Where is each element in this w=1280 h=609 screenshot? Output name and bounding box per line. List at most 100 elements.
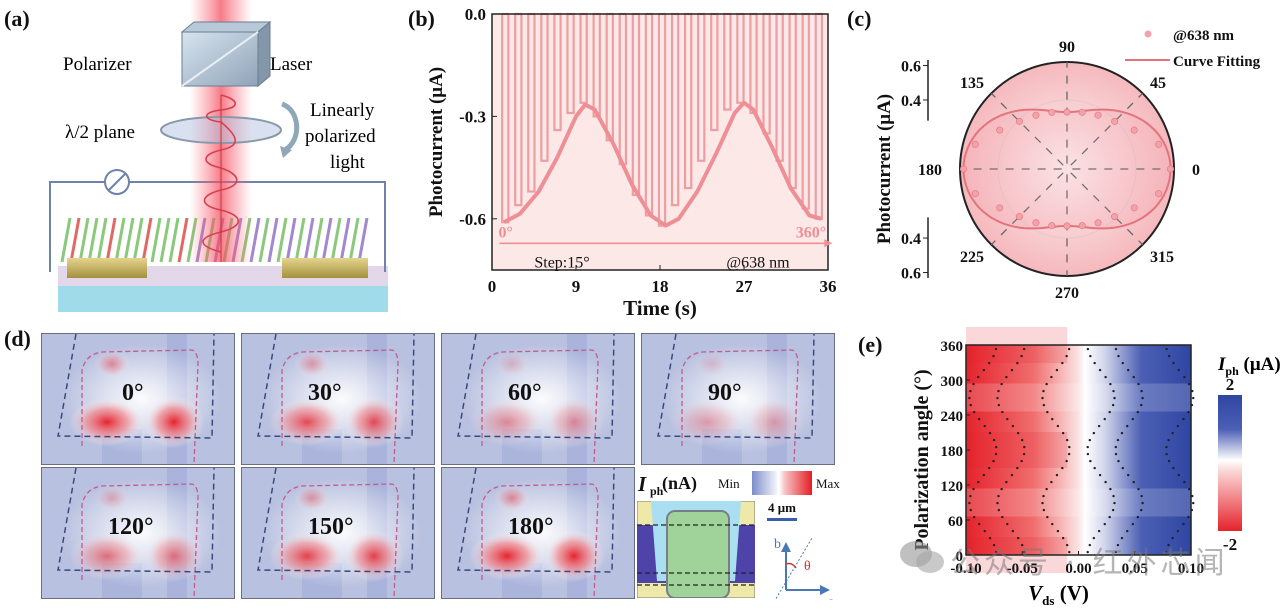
contour-dot <box>1097 529 1101 533</box>
contour-dot <box>1022 347 1026 351</box>
label-half-wave: λ/2 plane <box>65 122 135 143</box>
map-angle-label: 120° <box>108 514 154 540</box>
photocurrent-map: 30° <box>241 333 435 465</box>
contour-dot <box>1116 543 1120 547</box>
contour-dot <box>1126 368 1130 372</box>
contour-dot <box>1041 501 1044 505</box>
panel-a-label: (a) <box>4 6 30 31</box>
device-optical-image <box>637 501 755 598</box>
contour-dot <box>1131 417 1135 421</box>
contour-dot <box>1056 424 1060 428</box>
photocurrent-map-image <box>242 334 434 464</box>
contour-dot <box>1020 543 1024 547</box>
data-point <box>1094 219 1102 227</box>
contour-dot <box>969 389 972 393</box>
contour-dot <box>1126 424 1129 428</box>
contour-dot <box>1020 459 1023 463</box>
contour-dot <box>1117 354 1120 358</box>
contour-dot <box>1006 522 1009 526</box>
panel-b-label: (b) <box>408 6 435 31</box>
contour-dot <box>1065 438 1069 442</box>
contour-dot <box>1042 403 1046 407</box>
end-angle-label: 360° <box>796 224 826 241</box>
contour-dot <box>1113 501 1116 505</box>
data-point <box>1063 222 1071 230</box>
data-point <box>1130 126 1138 134</box>
contour-dot <box>1176 529 1180 533</box>
y-tick-label: 240 <box>941 409 964 425</box>
label-laser: Laser <box>270 54 313 75</box>
contour-dot <box>1114 452 1118 456</box>
y-tick-label: 300 <box>941 374 964 390</box>
contour-dot <box>1010 473 1014 477</box>
photocurrent-map: 180° <box>441 467 635 599</box>
panel-d-label: (d) <box>4 326 31 351</box>
radial-tick-label: 0.4 <box>901 93 921 110</box>
contour-dot <box>1117 459 1120 463</box>
x-tick-label: 27 <box>736 277 754 296</box>
y-tick-label: 120 <box>941 479 964 495</box>
lattice-chain <box>177 217 189 263</box>
envelope-fit-line <box>503 100 823 228</box>
contour-dot <box>988 431 992 435</box>
map-angle-label: 60° <box>508 380 542 406</box>
y-axis-label: Polarization angle (°) <box>911 369 933 550</box>
contour-dot <box>1001 515 1004 519</box>
svg-text:b: b <box>774 537 781 552</box>
data-point <box>1155 140 1163 148</box>
contour-dot <box>994 347 998 351</box>
contour-dot <box>1167 459 1171 463</box>
contour-dot <box>996 396 999 400</box>
contour-dot <box>1055 368 1059 372</box>
radial-tick-label: 0.6 <box>901 266 921 283</box>
lattice-chain <box>132 217 144 263</box>
x-tick-label: 0.05 <box>1122 561 1148 577</box>
data-point <box>971 190 979 198</box>
colorbar-min-label: Min <box>718 476 740 491</box>
contour-dot <box>1112 494 1115 498</box>
contour-dot <box>1140 494 1143 498</box>
contour-dot <box>1108 410 1111 414</box>
contour-dot <box>1098 368 1102 372</box>
wechat-icon <box>900 541 944 573</box>
polar-angle-label: 315 <box>1150 249 1174 266</box>
contour-dot <box>1042 508 1046 512</box>
curve-fitting-line <box>962 108 1172 230</box>
contour-dot <box>968 501 971 505</box>
legend-label-data: @638 nm <box>1173 28 1235 44</box>
contour-dot <box>1046 410 1049 414</box>
contour-dot <box>1097 424 1101 428</box>
watermark: 公众号 · 红外芯闻 <box>950 546 1229 581</box>
x-tick-label: 0 <box>488 277 497 296</box>
map-colorbar <box>752 471 812 495</box>
lattice-chain <box>348 217 360 263</box>
heatmap-colorbar <box>1218 395 1242 531</box>
contour-dot <box>992 459 995 463</box>
contour-dot <box>1061 536 1065 540</box>
data-point <box>1155 190 1163 198</box>
x-axis-label: Time (s) <box>623 296 697 320</box>
heatmap-field <box>966 345 1191 555</box>
contour-dot <box>1131 522 1135 526</box>
legend-label-fit: Curve Fitting <box>1173 54 1261 70</box>
polar-spoke <box>1070 92 1144 166</box>
contour-dot <box>1183 480 1186 484</box>
contour-dot <box>1114 550 1118 554</box>
contour-dot <box>1042 389 1045 393</box>
data-point <box>1048 222 1056 230</box>
y-tick-label: 360 <box>941 339 964 355</box>
contour-dot <box>1109 487 1112 491</box>
panel-e-chart: -0.10 -0.05 0.00 0.05 0.10 0 60 120 180 240 300 360… <box>911 327 1280 608</box>
contour-dot <box>992 543 996 547</box>
contour-dot <box>1051 417 1054 421</box>
contour-dot <box>1088 543 1092 547</box>
contour-dot <box>1104 375 1107 379</box>
lattice-chain <box>168 217 180 263</box>
contour-dot <box>1103 417 1106 421</box>
lattice-chain <box>339 217 351 263</box>
label-polarizer: Polarizer <box>63 54 132 75</box>
lattice-chain <box>159 217 171 263</box>
photocurrent-map: 150° <box>241 467 435 599</box>
lattice-chain <box>285 217 297 263</box>
y-tick-label: 0 <box>956 549 964 565</box>
